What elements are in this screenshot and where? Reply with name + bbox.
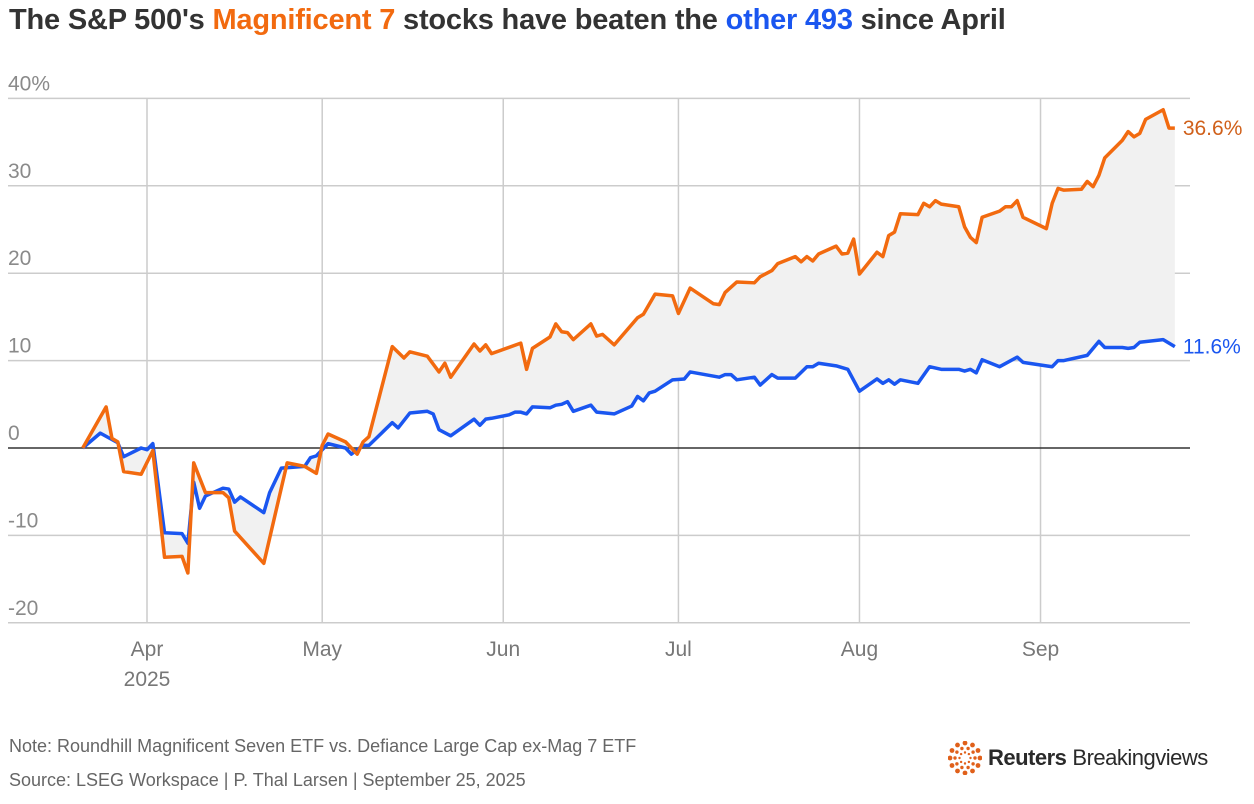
title-part-1: The S&P 500's xyxy=(9,4,213,36)
y-tick-label: 0 xyxy=(8,422,20,445)
y-tick-label: 10 xyxy=(8,335,31,358)
y-tick-label: 30 xyxy=(8,160,31,183)
logo-product: Breakingviews xyxy=(1072,745,1208,770)
logo-brand: Reuters xyxy=(988,745,1067,770)
logo-dot xyxy=(975,748,981,753)
logo-dot xyxy=(955,742,960,748)
source-line: Source: LSEG Workspace | P. Thal Larsen … xyxy=(9,770,526,790)
logo-dot xyxy=(955,768,960,774)
x-tick-label: Jul xyxy=(665,638,692,661)
logo-dot xyxy=(966,746,970,751)
logo-dot xyxy=(970,742,975,748)
logo-dot xyxy=(949,763,955,768)
x-tick-label: Jun xyxy=(486,638,520,661)
logo-dot xyxy=(967,760,971,764)
logo-dot xyxy=(955,750,959,754)
logo-dot xyxy=(971,750,975,754)
logo-dot xyxy=(966,765,970,770)
logo-dot xyxy=(949,748,955,753)
series-line-other-493 xyxy=(81,337,1176,546)
chart-title: The S&P 500's Magnificent 7 stocks have … xyxy=(9,4,1006,37)
reuters-dot-circle-icon xyxy=(948,741,982,775)
logo-dot xyxy=(963,762,967,765)
logo-dot xyxy=(959,752,963,756)
x-tick-label: Aug xyxy=(841,638,878,661)
logo-dot xyxy=(969,756,972,760)
logo-dot xyxy=(953,756,957,760)
logo-dot xyxy=(967,752,971,756)
logo-dot xyxy=(955,762,959,766)
title-part-2: stocks have beaten the xyxy=(395,4,726,36)
logo-dot xyxy=(948,755,953,761)
logo-dot xyxy=(960,746,964,751)
x-tick-label: May xyxy=(302,638,342,661)
logo-dot xyxy=(959,760,963,764)
x-tick-label: Apr xyxy=(131,638,164,661)
title-part-3: since April xyxy=(852,4,1006,36)
y-tick-label: -20 xyxy=(8,597,38,620)
logo-dot xyxy=(963,751,967,754)
title-highlight-mag7: Magnificent 7 xyxy=(212,4,396,36)
x-tick-label: Sep xyxy=(1022,638,1059,661)
logo-dot xyxy=(970,768,975,774)
logo-dot xyxy=(977,755,982,761)
logo-dot xyxy=(962,741,968,746)
logo-dot xyxy=(975,763,981,768)
end-label-other-493: 11.6% xyxy=(1183,336,1241,359)
footnote: Note: Roundhill Magnificent Seven ETF vs… xyxy=(9,736,637,756)
end-label-magnificent-7: 36.6% xyxy=(1183,117,1243,140)
x-tick-sublabel: 2025 xyxy=(124,668,171,691)
y-tick-label: -10 xyxy=(8,509,38,532)
reuters-breakingviews-logo: Reuters Breakingviews xyxy=(948,741,1208,775)
y-tick-label: 20 xyxy=(8,247,31,270)
logo-dot xyxy=(962,770,968,775)
logo-dot xyxy=(960,765,964,770)
logo-dot xyxy=(958,756,961,760)
title-highlight-other493: other 493 xyxy=(725,4,853,36)
series-line-magnificent-7 xyxy=(81,108,1175,575)
y-tick-label: 40% xyxy=(8,72,50,95)
logo-dot xyxy=(973,756,977,760)
area-between-series xyxy=(82,109,1175,573)
logo-dot xyxy=(971,762,975,766)
